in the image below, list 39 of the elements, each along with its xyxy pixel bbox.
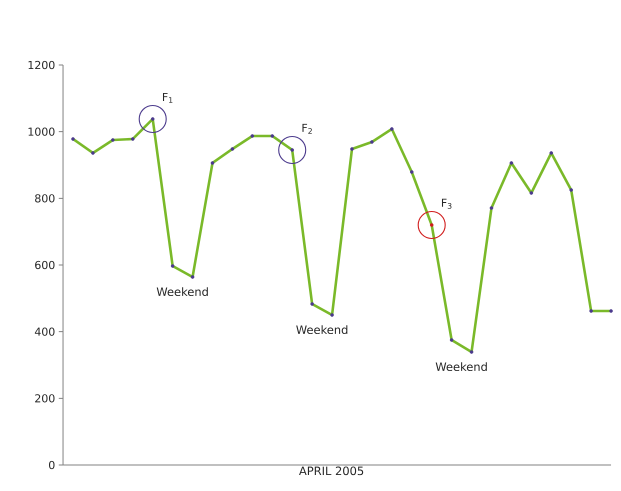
y-tick-label: 400: [34, 328, 55, 336]
point: [230, 147, 234, 151]
y-tick-label: 1200: [28, 60, 55, 70]
point: [490, 206, 494, 210]
x-axis-title: APRIL 2005: [299, 466, 364, 476]
point: [470, 350, 474, 354]
y-tick-label: 1000: [28, 128, 55, 136]
point: [350, 147, 354, 151]
annotation: Weekend: [436, 362, 487, 372]
point: [250, 134, 254, 138]
point: [370, 140, 374, 144]
point: [130, 137, 135, 141]
annotation: F$_{1}$: [162, 92, 172, 103]
annotation: Weekend: [156, 287, 208, 296]
point: [390, 127, 394, 131]
point: [530, 191, 534, 195]
point: [410, 170, 414, 174]
point: [450, 338, 454, 342]
point: [609, 309, 613, 313]
point: [549, 151, 554, 155]
point: [210, 161, 214, 165]
annotation: F$_{3}$: [442, 198, 452, 209]
point: [270, 134, 274, 138]
point: [190, 275, 194, 279]
point: [91, 151, 95, 155]
y-tick-label: 600: [35, 260, 55, 270]
point: [111, 138, 115, 142]
point: [170, 264, 174, 268]
y-tick-label: 0: [49, 460, 55, 470]
point: [569, 188, 573, 192]
y-tick-label: 200: [35, 394, 55, 402]
annotation: F$_{2}$: [302, 124, 312, 134]
point: [510, 161, 514, 165]
annotation: Weekend: [296, 325, 348, 334]
y-tick-label: 800: [35, 194, 55, 202]
point: [330, 313, 334, 317]
point: [71, 137, 75, 141]
point: [310, 302, 314, 306]
point: [589, 309, 593, 313]
